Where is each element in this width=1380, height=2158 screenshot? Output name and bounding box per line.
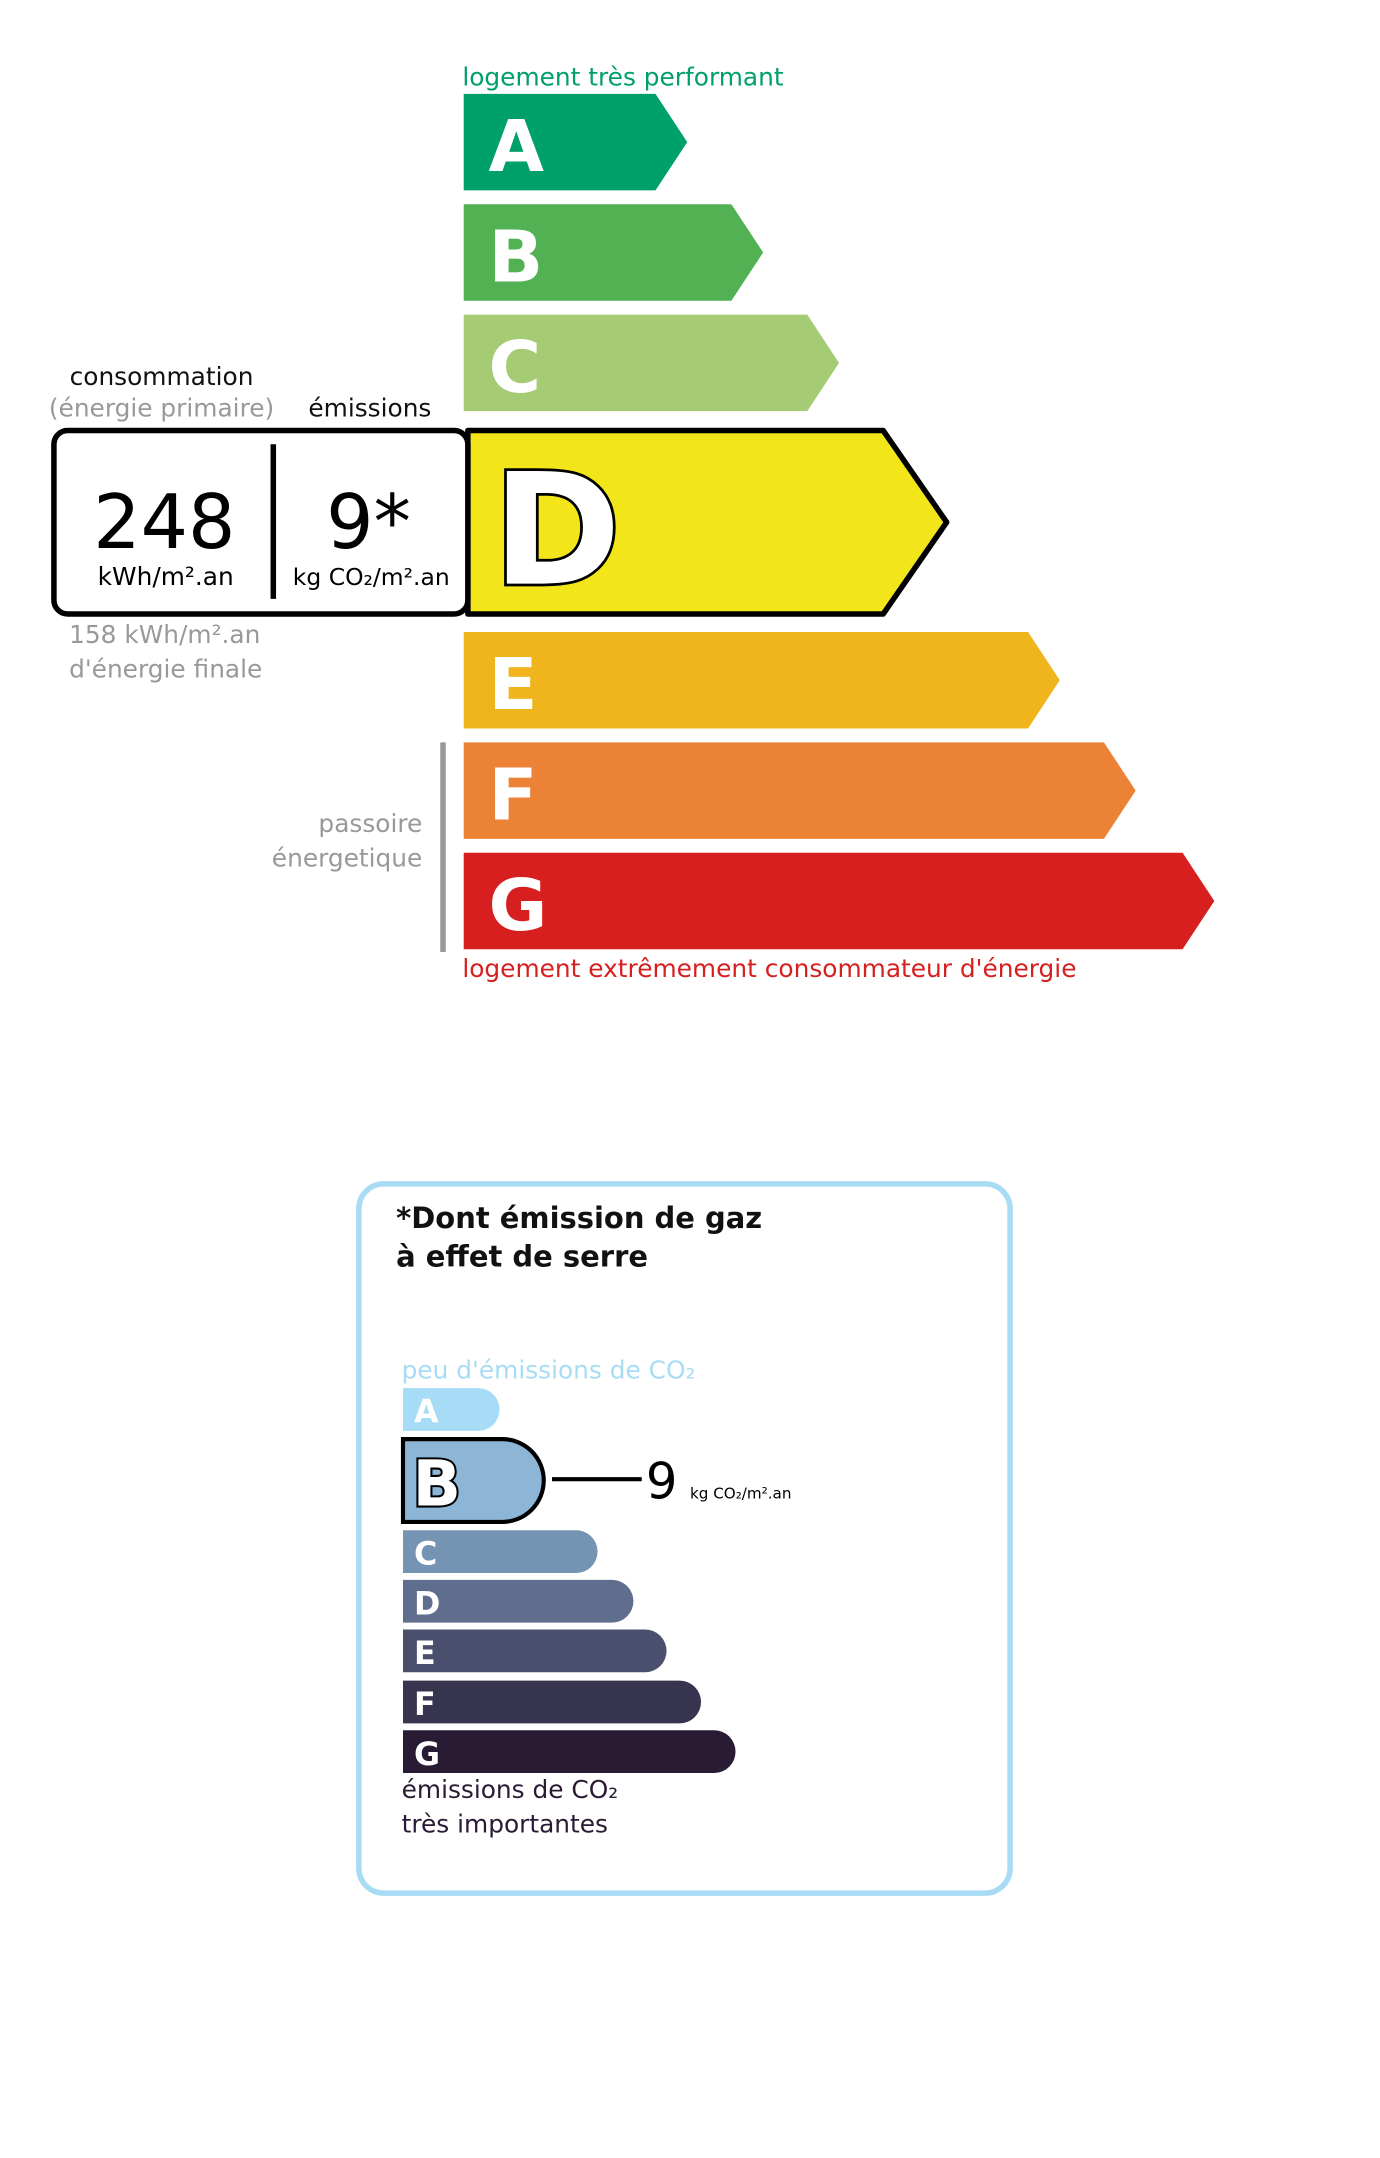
ges-class-c: C (403, 1530, 598, 1573)
ges-letter: F (414, 1687, 436, 1723)
final-energy-value: 158 kWh/m².an (69, 620, 260, 649)
emissions-unit: kg CO₂/m².an (293, 563, 450, 591)
energy-letter: B (489, 214, 544, 298)
emissions-label: émissions (308, 394, 431, 423)
ges-class-b: B (400, 1437, 546, 1524)
ges-bottom-label-1: émissions de CO₂ (402, 1775, 619, 1804)
ges-bar (403, 1579, 634, 1623)
consumption-unit: kWh/m².an (98, 562, 234, 591)
ges-letter: G (414, 1737, 440, 1773)
consumption-label: consommation (70, 362, 254, 391)
ges-bar (403, 1629, 667, 1673)
energy-letter: G (489, 863, 548, 947)
energy-class-e: E (463, 631, 1060, 729)
ges-bar (403, 1530, 598, 1573)
ges-unit: kg CO₂/m².an (690, 1484, 791, 1502)
energy-letter: A (489, 104, 545, 188)
ges-bar (403, 1680, 702, 1724)
energy-letter: F (489, 753, 538, 837)
energy-letter: D (493, 442, 621, 621)
energy-class-d: D (465, 427, 950, 623)
ges-letter: B (413, 1446, 461, 1520)
ges-letter: D (414, 1586, 440, 1622)
energy-class-g: G (463, 852, 1215, 950)
energy-bar (463, 631, 1060, 729)
emissions-value: 9* (326, 479, 411, 566)
ges-bottom-label-2: très importantes (402, 1809, 608, 1838)
energy-bar (463, 852, 1215, 950)
ges-letter: C (414, 1537, 437, 1573)
ges-bar (403, 1730, 736, 1774)
energy-bottom-label: logement extrêmement consommateur d'éner… (462, 954, 1076, 983)
energy-letter: C (489, 325, 542, 409)
energy-class-c: C (463, 314, 840, 412)
ges-bar (400, 1437, 546, 1524)
energy-class-b: B (463, 204, 764, 301)
energy-class-f: F (463, 742, 1136, 839)
energy-bar (463, 204, 764, 301)
ges-value: 9 (646, 1452, 678, 1510)
energy-bar (463, 742, 1136, 839)
energy-bar (463, 314, 840, 412)
energy-class-a: A (463, 93, 688, 191)
consumption-sub-label: (énergie primaire) (49, 394, 274, 423)
ges-class-g: G (403, 1730, 736, 1774)
ges-class-e: E (403, 1629, 667, 1673)
ges-letter: A (414, 1395, 439, 1431)
ges-class-a: A (403, 1388, 500, 1431)
energy-bar (463, 93, 688, 191)
value-box (51, 427, 471, 617)
ges-class-f: F (403, 1680, 702, 1724)
energy-letter: E (489, 642, 538, 726)
passoire-label-2: énergetique (272, 844, 423, 873)
energy-top-label: logement très performant (462, 63, 784, 92)
ges-title-2: à effet de serre (396, 1240, 648, 1274)
passoire-label-1: passoire (318, 809, 422, 838)
consumption-value: 248 (93, 479, 235, 566)
ges-class-d: D (403, 1579, 634, 1623)
ges-top-label: peu d'émissions de CO₂ (402, 1355, 696, 1384)
ges-title-1: *Dont émission de gaz (396, 1201, 762, 1235)
ges-letter: E (414, 1636, 436, 1672)
ges-bar (403, 1388, 500, 1431)
final-energy-label: d'énergie finale (69, 654, 262, 683)
